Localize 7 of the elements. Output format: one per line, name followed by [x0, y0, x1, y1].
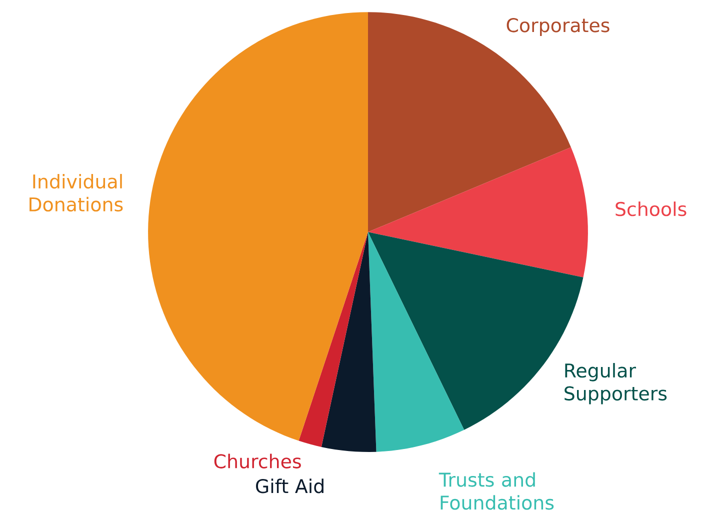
slice-label: Churches	[214, 454, 301, 468]
slice-label: Regular Supporters	[564, 363, 667, 404]
slice-label: Trusts and Foundations	[438, 472, 554, 510]
slice-label: Gift Aid	[256, 478, 324, 494]
slice-label: Schools	[616, 202, 686, 216]
slice-label: Corporates	[506, 18, 610, 36]
slice-label: Individual Donations	[30, 174, 123, 212]
